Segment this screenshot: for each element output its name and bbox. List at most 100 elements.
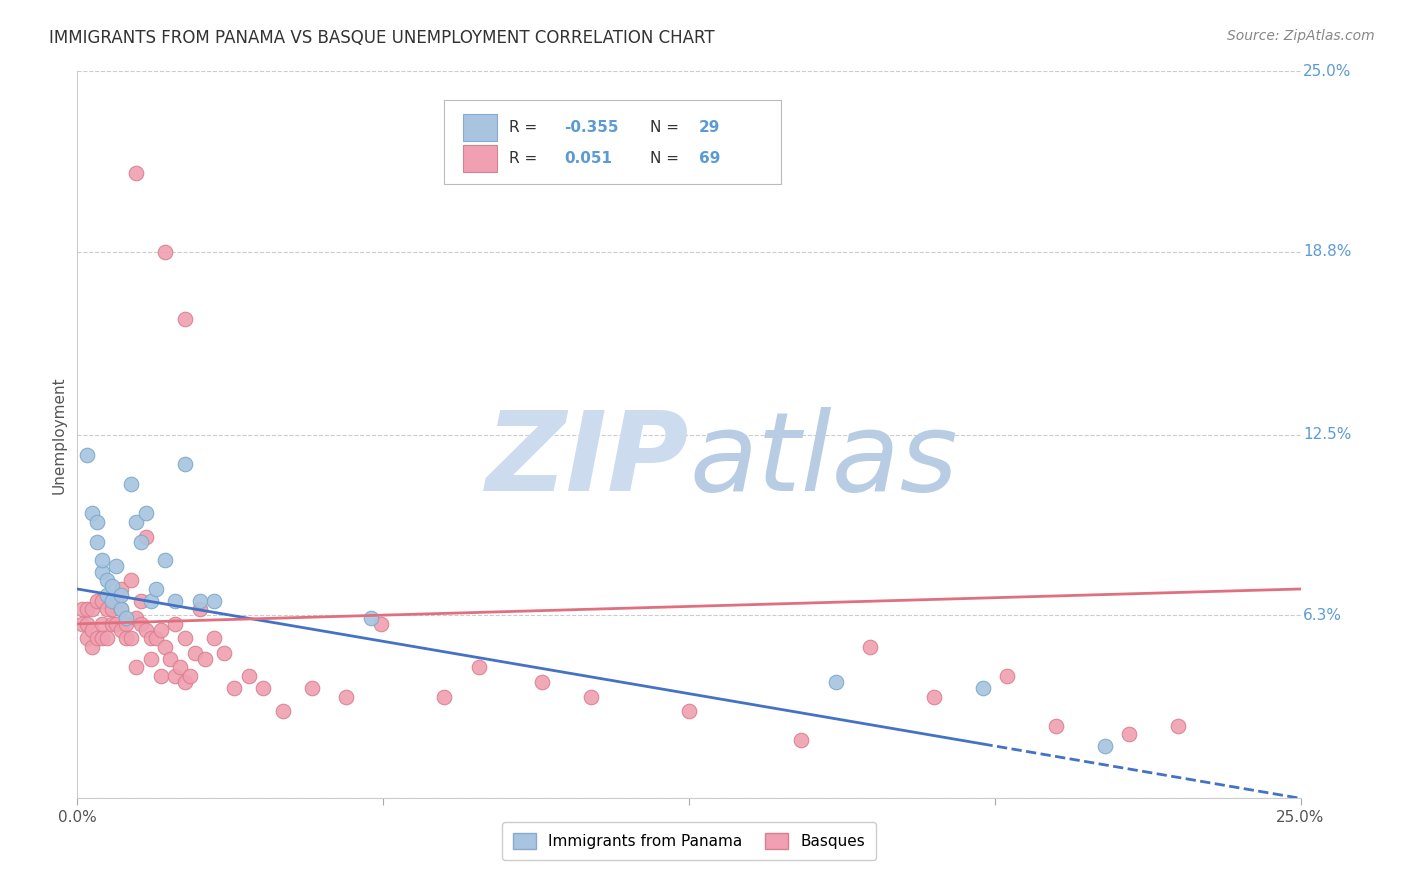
Point: [193, 652, 215, 666]
Point: [139, 632, 162, 646]
Point: [335, 690, 357, 704]
Point: [579, 690, 602, 704]
Point: [90, 553, 112, 567]
Point: [80, 507, 103, 521]
Point: [76, 448, 98, 462]
Point: [80, 602, 103, 616]
Point: [90, 632, 112, 646]
Point: [86, 593, 108, 607]
Point: [105, 616, 128, 631]
Point: [222, 681, 245, 695]
Point: [995, 669, 1018, 683]
Point: [70, 602, 93, 616]
Point: [115, 616, 138, 631]
Point: [165, 669, 187, 683]
Text: IMMIGRANTS FROM PANAMA VS BASQUE UNEMPLOYMENT CORRELATION CHART: IMMIGRANTS FROM PANAMA VS BASQUE UNEMPLO…: [49, 29, 714, 46]
Point: [252, 681, 274, 695]
Text: 18.8%: 18.8%: [1303, 244, 1351, 260]
Point: [149, 623, 172, 637]
Text: Source: ZipAtlas.com: Source: ZipAtlas.com: [1227, 29, 1375, 43]
Point: [86, 535, 108, 549]
Point: [80, 623, 103, 637]
Point: [1094, 739, 1116, 753]
Point: [110, 623, 132, 637]
Point: [135, 623, 157, 637]
Point: [125, 611, 148, 625]
Point: [790, 733, 813, 747]
Point: [129, 593, 152, 607]
Text: R =: R =: [509, 120, 537, 135]
Text: N =: N =: [650, 120, 679, 135]
Point: [90, 616, 112, 631]
Point: [120, 574, 142, 588]
Point: [271, 704, 294, 718]
Legend: Immigrants from Panama, Basques: Immigrants from Panama, Basques: [502, 822, 876, 860]
Text: R =: R =: [509, 151, 537, 166]
Point: [188, 602, 211, 616]
Text: ZIP: ZIP: [485, 407, 689, 514]
Point: [129, 535, 152, 549]
Point: [76, 616, 98, 631]
Point: [531, 675, 554, 690]
Point: [110, 602, 132, 616]
Point: [70, 616, 93, 631]
Point: [115, 632, 138, 646]
Point: [120, 477, 142, 491]
Point: [115, 611, 138, 625]
Point: [76, 632, 98, 646]
Point: [86, 632, 108, 646]
Point: [169, 660, 191, 674]
Bar: [463, 145, 496, 172]
Point: [96, 632, 118, 646]
Y-axis label: Unemployment: Unemployment: [51, 376, 66, 493]
Point: [149, 669, 172, 683]
Point: [1118, 727, 1140, 741]
Point: [433, 690, 456, 704]
Point: [135, 507, 157, 521]
Point: [110, 582, 132, 596]
Point: [155, 640, 177, 654]
Point: [1045, 719, 1067, 733]
Point: [165, 593, 187, 607]
Point: [105, 558, 128, 573]
Text: N =: N =: [650, 151, 679, 166]
Text: 29: 29: [699, 120, 720, 135]
Point: [859, 640, 882, 654]
Point: [1167, 719, 1189, 733]
Text: 6.3%: 6.3%: [1303, 607, 1341, 623]
Point: [202, 593, 225, 607]
Point: [100, 579, 122, 593]
Text: 69: 69: [699, 151, 720, 166]
Point: [135, 530, 157, 544]
Point: [188, 593, 211, 607]
Point: [184, 646, 207, 660]
Point: [139, 593, 162, 607]
Point: [301, 681, 323, 695]
Point: [212, 646, 235, 660]
Point: [202, 632, 225, 646]
Point: [467, 660, 489, 674]
Point: [86, 515, 108, 529]
Point: [159, 652, 181, 666]
Point: [129, 616, 152, 631]
Text: 12.5%: 12.5%: [1303, 427, 1351, 442]
Point: [110, 588, 132, 602]
Point: [120, 632, 142, 646]
Point: [155, 553, 177, 567]
Point: [174, 457, 197, 471]
Point: [125, 166, 148, 180]
Point: [145, 582, 167, 596]
Point: [145, 632, 167, 646]
Point: [174, 311, 197, 326]
Point: [139, 652, 162, 666]
Point: [100, 602, 122, 616]
Point: [155, 244, 177, 259]
Point: [972, 681, 994, 695]
Point: [179, 669, 201, 683]
Point: [105, 593, 128, 607]
Point: [90, 593, 112, 607]
Text: 0.051: 0.051: [564, 151, 612, 166]
Text: 25.0%: 25.0%: [1303, 64, 1351, 78]
Point: [96, 588, 118, 602]
Point: [96, 602, 118, 616]
